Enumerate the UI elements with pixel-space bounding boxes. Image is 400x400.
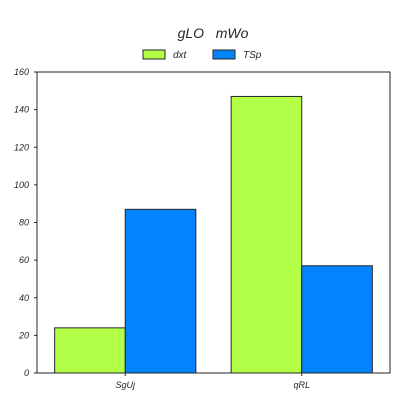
bars [54, 95, 373, 374]
x-tick-label: qRL [293, 380, 310, 390]
chart-title: gLO mWo [178, 25, 249, 41]
y-tick-label: 140 [14, 105, 29, 115]
y-tick-label: 160 [14, 67, 29, 77]
y-axis: 0 20 40 60 80 100 120 140 160 [14, 67, 37, 378]
bar-TSp-qRL [301, 265, 373, 374]
legend-swatch-dxt [142, 49, 166, 60]
y-tick-label: 40 [19, 293, 29, 303]
x-tick-label: SgUj [115, 380, 136, 390]
y-tick-label: 80 [19, 218, 29, 228]
legend: dxt TSp [142, 49, 262, 61]
y-tick-label: 0 [24, 368, 29, 378]
legend-label-dxt: dxt [173, 50, 188, 61]
x-axis: SgUj qRL [115, 373, 310, 390]
y-tick-label: 120 [14, 142, 29, 152]
bar-TSp-SgUj [124, 208, 197, 374]
legend-swatch-TSp [212, 49, 236, 60]
y-tick-label: 60 [19, 255, 29, 265]
y-tick-label: 20 [18, 330, 29, 340]
y-tick-label: 100 [14, 180, 29, 190]
legend-label-TSp: TSp [243, 50, 262, 61]
bar-dxt-qRL [230, 95, 303, 374]
bar-dxt-SgUj [54, 327, 126, 374]
